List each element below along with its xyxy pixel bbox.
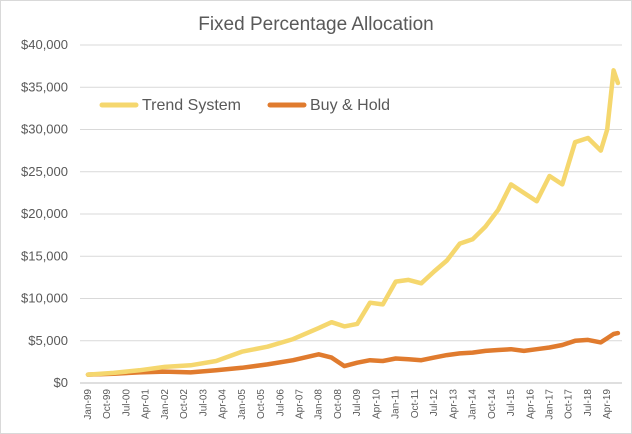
legend-label: Buy & Hold [310, 97, 390, 114]
y-tick-label: $5,000 [28, 333, 68, 348]
series-line-trend-system [85, 68, 621, 377]
x-tick-label: Apr-16 [525, 389, 536, 419]
y-tick-label: $0 [54, 375, 68, 390]
y-tick-label: $40,000 [21, 37, 68, 52]
x-tick-label: Jan-08 [314, 389, 325, 420]
series-lines [85, 68, 621, 377]
x-tick-label: Jan-05 [237, 389, 248, 420]
y-tick-label: $25,000 [21, 164, 68, 179]
x-tick-label: Jan-17 [544, 389, 555, 420]
x-tick-label: Jul-00 [121, 389, 132, 417]
y-tick-label: $20,000 [21, 206, 68, 221]
x-tick-label: Apr-04 [218, 389, 229, 419]
x-tick-label: Jul-03 [198, 389, 209, 417]
x-tick-label: Jan-02 [160, 389, 171, 420]
x-tick-label: Oct-05 [256, 389, 267, 419]
y-tick-label: $35,000 [21, 79, 68, 94]
y-tick-label: $30,000 [21, 122, 68, 137]
x-tick-label: Oct-11 [410, 389, 421, 419]
x-tick-label: Apr-10 [371, 389, 382, 419]
x-tick-label: Jul-09 [352, 389, 363, 417]
y-tick-label: $15,000 [21, 248, 68, 263]
gridlines [80, 44, 622, 384]
x-tick-label: Oct-99 [102, 389, 113, 419]
x-tick-label: Apr-19 [602, 389, 613, 419]
x-tick-label: Jan-99 [83, 389, 94, 420]
x-tick-label: Jul-15 [506, 389, 517, 417]
x-tick-label: Jul-12 [429, 389, 440, 417]
x-tick-label: Jan-11 [391, 389, 402, 419]
legend: Trend System Buy & Hold [99, 97, 390, 114]
x-tick-label: Apr-13 [448, 389, 459, 419]
legend-label: Trend System [142, 97, 241, 114]
x-tick-label: Jul-06 [275, 389, 286, 417]
x-tick-label: Apr-01 [141, 389, 152, 419]
y-tick-label: $10,000 [21, 291, 68, 306]
y-axis: $0 $5,000 $10,000 $15,000 $20,000 $25,000 $30,… [21, 37, 68, 390]
x-tick-label: Oct-02 [179, 389, 190, 419]
chart-title: Fixed Percentage Allocation [198, 14, 434, 35]
x-tick-label: Apr-07 [295, 389, 306, 419]
x-axis: Jan-99 Oct-99 Jul-00 Apr-01 Jan-02 Oct-02 Jul-… [83, 389, 613, 420]
series-line-buy-hold [85, 330, 621, 377]
x-tick-label: Jan-14 [468, 389, 479, 420]
x-tick-label: Oct-14 [487, 389, 498, 419]
x-tick-label: Oct-08 [333, 389, 344, 419]
x-tick-label: Jul-18 [583, 389, 594, 417]
x-tick-label: Oct-17 [564, 389, 575, 419]
